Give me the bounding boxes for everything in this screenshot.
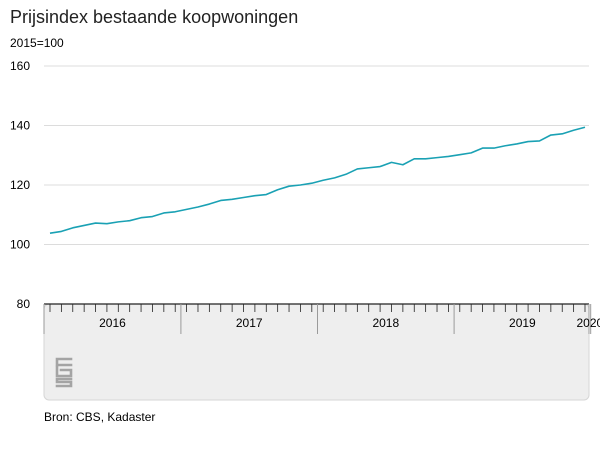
data-point [83,224,85,226]
year-label: 2016 [99,316,126,330]
data-point [436,157,438,159]
source-note: Bron: CBS, Kadaster [44,410,156,424]
data-point [482,147,484,149]
year-label: 2017 [236,316,263,330]
data-point [322,179,324,181]
data-point [277,189,279,191]
data-points [49,126,586,234]
data-point [197,206,199,208]
data-point [584,126,586,128]
data-point [311,182,313,184]
y-tick-label: 100 [10,238,30,252]
data-point [243,196,245,198]
data-point [550,134,552,136]
data-point [345,173,347,175]
data-point [95,222,97,224]
data-point [459,154,461,156]
data-point [106,223,108,225]
year-label: 2018 [372,316,399,330]
data-point [538,140,540,142]
gridlines [44,65,589,245]
data-point [368,167,370,169]
data-point [390,161,392,163]
data-point [516,143,518,145]
data-point [49,232,51,234]
data-point [504,145,506,147]
data-point [299,184,301,186]
data-point [129,220,131,222]
data-point [265,194,267,196]
data-point [573,129,575,131]
y-tick-label: 160 [10,59,30,73]
data-point [425,158,427,160]
cbs-logo-icon [55,357,73,388]
year-label: 2019 [509,316,536,330]
data-point [470,152,472,154]
data-point [379,166,381,168]
data-point [527,141,529,143]
data-point [288,185,290,187]
y-axis-ticks: 80 100 120 140 160 [10,59,30,311]
year-label: 2020 [576,316,600,330]
x-axis: 2016 2017 2018 2019 2020 [43,303,600,334]
data-point [447,155,449,157]
data-point [151,216,153,218]
data-point [356,168,358,170]
data-point [231,198,233,200]
data-point [402,164,404,166]
chart-title: Prijsindex bestaande koopwoningen [10,7,299,27]
y-tick-label: 80 [17,297,31,311]
data-point [220,199,222,201]
y-tick-label: 140 [10,119,30,133]
data-point [254,195,256,197]
data-point [140,217,142,219]
data-point [561,133,563,135]
data-point [174,211,176,213]
data-point [413,158,415,160]
data-point [117,221,119,223]
y-tick-label: 120 [10,178,30,192]
data-point [334,177,336,179]
data-point [163,212,165,214]
data-point [208,203,210,205]
data-point [186,208,188,210]
series-line [49,126,586,234]
data-point [60,230,62,232]
data-point [493,147,495,149]
y-axis-unit-label: 2015=100 [10,36,64,50]
data-point [72,227,74,229]
